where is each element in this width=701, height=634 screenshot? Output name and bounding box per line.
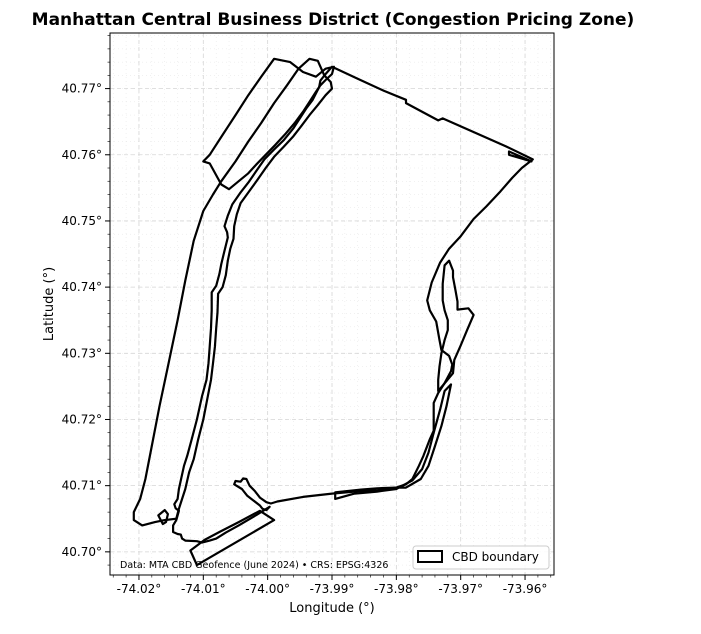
cbd-boundary-polygon xyxy=(437,259,475,393)
y-tick-label: 40.72° xyxy=(62,412,102,426)
y-tick-label: 40.70° xyxy=(62,545,102,559)
legend: CBD boundary xyxy=(412,545,550,570)
legend-swatch xyxy=(417,550,443,563)
axis-ticks: -74.02° -74.01° -74.00° -73.99° -73.98° -73.9… xyxy=(62,35,552,596)
cbd-boundary-polygon xyxy=(507,150,533,163)
map-title: Manhattan Central Business District (Con… xyxy=(32,10,635,30)
y-tick-label: 40.71° xyxy=(62,479,102,493)
x-axis-label: Longitude (°) xyxy=(289,601,374,616)
y-tick-label: 40.73° xyxy=(62,346,102,360)
cbd-boundary-polygon xyxy=(157,509,169,526)
x-tick-label: -73.99° xyxy=(310,582,355,596)
legend-box xyxy=(412,545,550,570)
legend-label: CBD boundary xyxy=(452,550,539,564)
data-source-annotation: Data: MTA CBD Geofence (June 2024) • CRS… xyxy=(120,560,388,571)
x-tick-label: -73.98° xyxy=(374,582,419,596)
cbd-boundary-polygon xyxy=(172,65,534,544)
cbd-boundary xyxy=(132,57,534,567)
x-tick-label: -74.00° xyxy=(245,582,290,596)
cbd-boundary-polygon xyxy=(334,383,453,500)
x-tick-label: -74.02° xyxy=(117,582,162,596)
cbd-boundary-polygon xyxy=(202,57,335,191)
x-tick-label: -73.97° xyxy=(438,582,483,596)
grid xyxy=(110,33,554,575)
y-tick-label: 40.76° xyxy=(62,148,102,162)
x-tick-label: -73.96° xyxy=(503,582,548,596)
cbd-boundary-polygon xyxy=(132,57,334,527)
cbd-boundary-polygon xyxy=(189,509,276,567)
y-axis-label: Latitude (°) xyxy=(42,267,57,341)
x-tick-label: -74.01° xyxy=(181,582,226,596)
y-tick-label: 40.75° xyxy=(62,214,102,228)
y-tick-label: 40.77° xyxy=(62,82,102,96)
y-tick-label: 40.74° xyxy=(62,280,102,294)
